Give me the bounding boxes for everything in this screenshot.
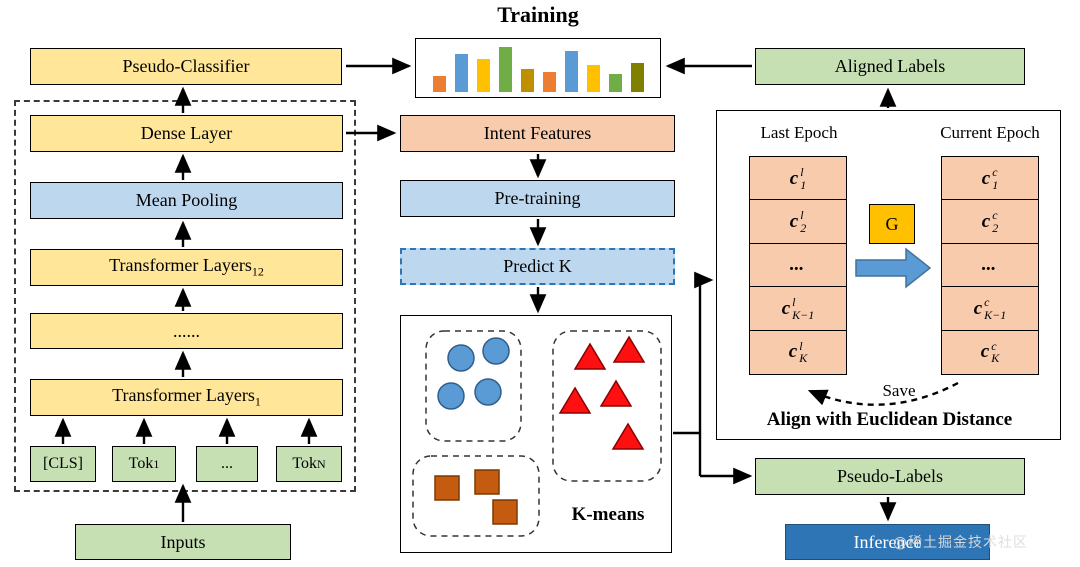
token-n-box: Tok N xyxy=(276,446,342,482)
bar-chart-bars xyxy=(416,39,660,97)
triangle-marker xyxy=(599,379,633,407)
training-bar xyxy=(498,47,512,92)
triangle-marker xyxy=(611,422,645,450)
transformer-layers-12-label: Transformer Layers12 xyxy=(109,255,264,279)
pre-training-label: Pre-training xyxy=(494,188,581,208)
token-cls-box: [CLS] xyxy=(30,446,96,482)
kmeans-panel: K-means xyxy=(400,315,672,553)
kmeans-label: K-means xyxy=(571,504,645,525)
token-dots-box: ... xyxy=(196,446,258,482)
circle-marker xyxy=(482,337,510,365)
centroid-cell: c l K−1 xyxy=(749,286,847,332)
inference-box: Inference xyxy=(785,524,990,560)
cluster-boundary xyxy=(425,330,522,442)
training-bar-chart xyxy=(415,38,661,98)
last-epoch-header: Last Epoch xyxy=(760,123,838,142)
pseudo-labels-box: Pseudo-Labels xyxy=(755,458,1025,495)
transformer-layers-1-label: Transformer Layers1 xyxy=(112,385,261,409)
square-marker xyxy=(434,475,460,501)
pseudo-labels-label: Pseudo-Labels xyxy=(837,466,943,486)
training-bar xyxy=(454,54,468,92)
mean-pooling-box: Mean Pooling xyxy=(30,182,343,219)
circle-marker xyxy=(437,382,465,410)
centroid-cell: ... xyxy=(749,242,847,288)
predict-k-box: Predict K xyxy=(400,248,675,285)
training-bar xyxy=(564,50,578,92)
mean-pooling-label: Mean Pooling xyxy=(135,190,238,210)
aligned-labels-label: Aligned Labels xyxy=(834,56,946,76)
predict-k-label: Predict K xyxy=(503,256,572,276)
inputs-label: Inputs xyxy=(160,531,206,552)
training-bar xyxy=(432,75,446,92)
transformer-dots-box: ...... xyxy=(30,313,343,349)
centroid-cell: ... xyxy=(941,242,1039,288)
square-marker xyxy=(474,469,500,495)
pseudo-classifier-label: Pseudo-Classifier xyxy=(122,56,250,76)
square-marker xyxy=(492,499,518,525)
circle-marker xyxy=(447,344,475,372)
cluster-boundary xyxy=(412,455,540,537)
training-bar xyxy=(542,72,556,92)
triangle-marker xyxy=(573,342,607,370)
aligned-labels-box: Aligned Labels xyxy=(755,48,1025,85)
training-title: Training xyxy=(497,2,579,27)
pseudo-classifier-box: Pseudo-Classifier xyxy=(30,48,342,85)
transformer-dots-label: ...... xyxy=(173,320,200,341)
centroid-cell: c c K−1 xyxy=(941,286,1039,332)
dense-layer-label: Dense Layer xyxy=(140,123,233,143)
g-label: G xyxy=(885,213,899,234)
transformer-layers-1-box: Transformer Layers1 xyxy=(30,379,343,416)
dense-layer-box: Dense Layer xyxy=(30,115,343,152)
training-bar xyxy=(630,62,644,92)
cluster-boundary xyxy=(552,330,662,482)
inference-label: Inference xyxy=(853,531,922,552)
encoder-region xyxy=(14,100,356,492)
inputs-box: Inputs xyxy=(75,524,291,560)
g-box: G xyxy=(869,204,915,244)
token-1-box: Tok 1 xyxy=(112,446,176,482)
intent-features-box: Intent Features xyxy=(400,115,675,152)
align-caption: Align with Euclidean Distance xyxy=(766,409,1013,430)
transformer-layers-12-box: Transformer Layers12 xyxy=(30,249,343,286)
kmeans-clusters xyxy=(412,330,662,537)
current-epoch-header: Current Epoch xyxy=(940,123,1040,142)
circle-marker xyxy=(474,378,502,406)
triangle-marker xyxy=(558,386,592,414)
training-bar xyxy=(608,74,622,92)
pre-training-box: Pre-training xyxy=(400,180,675,217)
intent-features-label: Intent Features xyxy=(483,123,592,143)
training-bar xyxy=(586,64,600,92)
triangle-marker xyxy=(612,335,646,363)
watermark: @稀土掘金技术社区 xyxy=(893,535,1028,551)
training-bar xyxy=(476,59,490,92)
save-label: Save xyxy=(882,381,916,400)
training-bar xyxy=(520,68,534,92)
